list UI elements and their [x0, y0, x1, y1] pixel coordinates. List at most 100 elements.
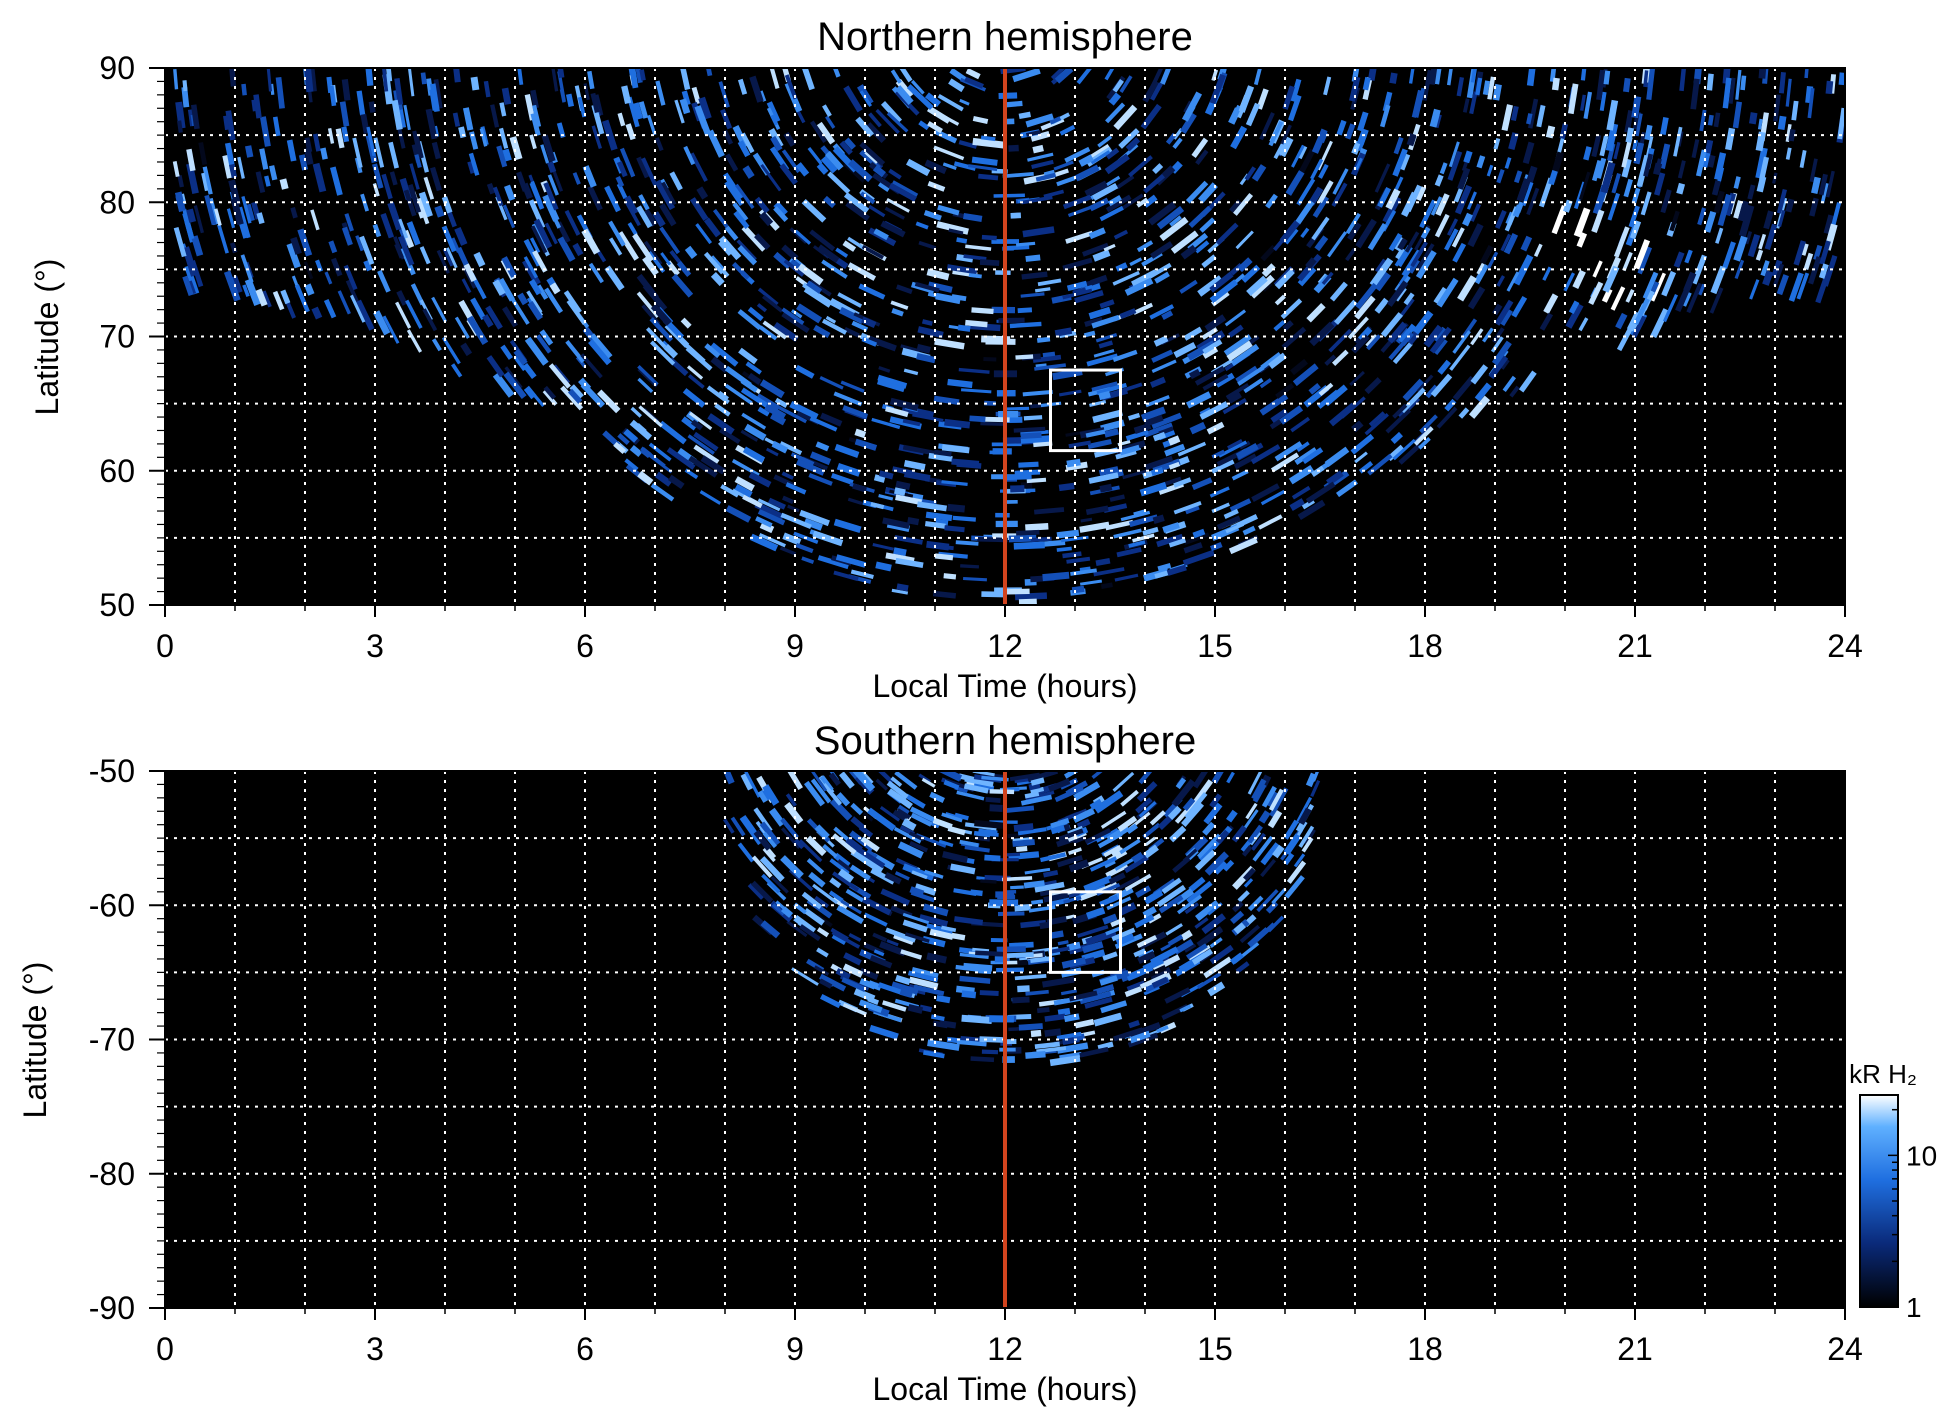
intensity-streak	[773, 206, 789, 222]
intensity-streak	[1640, 191, 1652, 216]
intensity-streak	[906, 84, 934, 111]
intensity-streak	[1636, 154, 1650, 187]
intensity-streak	[1072, 807, 1096, 823]
intensity-streak	[1104, 68, 1115, 81]
intensity-streak	[441, 336, 461, 365]
intensity-streak	[1270, 452, 1300, 473]
intensity-streak	[1285, 170, 1305, 196]
intensity-streak	[636, 156, 650, 179]
intensity-streak	[1202, 373, 1229, 391]
intensity-streak	[780, 855, 804, 879]
intensity-streak	[649, 340, 676, 366]
intensity-streak	[1067, 205, 1092, 218]
intensity-streak	[759, 379, 785, 399]
intensity-streak	[1332, 349, 1349, 366]
intensity-streak	[1759, 156, 1770, 181]
intensity-streak	[1549, 68, 1557, 82]
intensity-streak	[1104, 153, 1130, 175]
intensity-streak	[1491, 340, 1512, 366]
intensity-streak	[328, 240, 338, 254]
intensity-streak	[1008, 941, 1034, 949]
intensity-streak	[1260, 842, 1280, 866]
intensity-streak	[932, 817, 953, 830]
intensity-streak	[405, 299, 423, 329]
intensity-streak	[759, 821, 781, 846]
intensity-streak	[1161, 877, 1182, 894]
intensity-streak	[1030, 536, 1052, 543]
intensity-streak	[1470, 364, 1489, 385]
intensity-streak	[1268, 352, 1287, 370]
intensity-streak	[637, 470, 654, 486]
intensity-streak	[1563, 272, 1575, 292]
intensity-streak	[814, 824, 830, 840]
intensity-streak	[530, 225, 548, 254]
intensity-streak	[922, 903, 949, 917]
intensity-streak	[1196, 972, 1222, 990]
intensity-streak	[1392, 341, 1413, 365]
intensity-streak	[1173, 500, 1202, 515]
intensity-streak	[1580, 94, 1586, 111]
intensity-streak	[1297, 499, 1326, 521]
intensity-streak	[501, 87, 512, 105]
intensity-streak	[1113, 104, 1138, 131]
intensity-streak	[1079, 521, 1110, 533]
intensity-streak	[1326, 470, 1344, 486]
intensity-streak	[1284, 875, 1305, 899]
intensity-streak	[1539, 312, 1554, 331]
intensity-streak	[879, 806, 901, 822]
intensity-streak	[912, 413, 944, 423]
intensity-streak	[1298, 825, 1315, 848]
intensity-streak	[1012, 996, 1030, 1004]
intensity-streak	[1127, 412, 1141, 421]
intensity-streak	[851, 771, 876, 792]
intensity-streak	[1500, 233, 1512, 252]
intensity-streak	[895, 974, 911, 986]
intensity-streak	[753, 829, 772, 851]
intensity-streak	[850, 802, 864, 816]
intensity-streak	[808, 472, 833, 486]
intensity-streak	[255, 288, 268, 307]
intensity-streak	[1010, 885, 1024, 890]
intensity-streak	[1356, 128, 1369, 146]
north-y-axis-label: Latitude (°)	[29, 259, 65, 416]
intensity-streak	[1194, 365, 1226, 386]
intensity-streak	[848, 932, 862, 942]
intensity-streak	[188, 280, 197, 295]
intensity-streak	[902, 444, 936, 456]
intensity-streak	[854, 428, 867, 439]
colorbar-gradient	[1859, 1094, 1899, 1308]
intensity-streak	[1791, 100, 1799, 121]
intensity-streak	[349, 294, 366, 323]
intensity-streak	[890, 69, 902, 84]
intensity-streak	[339, 101, 350, 127]
intensity-streak	[801, 891, 823, 910]
intensity-streak	[1311, 128, 1328, 154]
intensity-streak	[1235, 365, 1259, 384]
intensity-streak	[720, 484, 740, 498]
intensity-streak	[1296, 178, 1316, 206]
intensity-streak	[1548, 170, 1558, 186]
intensity-streak	[463, 263, 477, 282]
intensity-streak	[871, 417, 901, 430]
x-tick-label: 0	[156, 628, 174, 664]
intensity-streak	[1132, 302, 1154, 315]
intensity-streak	[1151, 349, 1174, 363]
intensity-streak	[1237, 365, 1265, 386]
intensity-streak	[704, 343, 721, 359]
intensity-streak	[1030, 1029, 1042, 1038]
intensity-streak	[741, 225, 767, 252]
intensity-streak	[498, 127, 509, 149]
intensity-streak	[616, 161, 628, 178]
intensity-streak	[1520, 235, 1533, 252]
intensity-streak	[717, 390, 730, 402]
intensity-streak	[742, 446, 766, 463]
intensity-streak	[820, 994, 841, 1009]
intensity-streak	[502, 204, 516, 229]
intensity-streak	[1156, 1025, 1169, 1034]
intensity-streak	[1599, 91, 1607, 112]
intensity-streak	[798, 839, 823, 863]
intensity-streak	[822, 782, 843, 806]
intensity-streak	[745, 361, 762, 375]
intensity-streak	[1125, 137, 1141, 152]
intensity-streak	[1252, 835, 1274, 862]
